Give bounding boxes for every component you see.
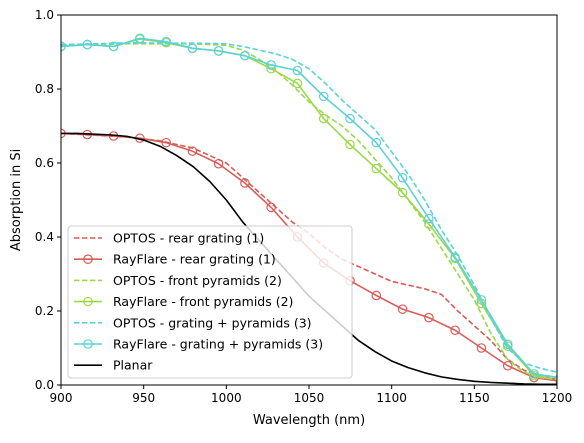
data-point (213, 46, 224, 56)
data-point (450, 252, 460, 263)
data-point (318, 91, 329, 102)
y-tick-label: 0.4 (35, 230, 54, 244)
x-tick-label: 1150 (459, 391, 490, 405)
series-rayflare-grating-pyramids-3 (61, 33, 557, 382)
x-tick-label: 1200 (542, 391, 573, 405)
x-axis-label: Wavelength (nm) (253, 413, 365, 428)
series-optos-grating-pyramids-3 (61, 41, 557, 373)
y-tick-label: 1.0 (35, 8, 54, 22)
legend-item: OPTOS - front pyramids (2) (74, 273, 282, 288)
legend-item: Planar (74, 358, 153, 373)
series-optos-front-pyramids-2 (61, 43, 557, 381)
data-point (345, 139, 355, 150)
y-tick-label: 0.8 (35, 82, 54, 96)
legend-marker (83, 339, 93, 349)
data-point (266, 202, 276, 213)
series-line (61, 41, 557, 373)
data-point (161, 36, 171, 47)
x-axis: 900 950 1000 1050 1100 1150 1200 (50, 385, 573, 405)
legend: OPTOS - rear grating (1) RayFlare - rear … (67, 225, 353, 379)
data-point (318, 113, 329, 124)
y-tick-label: 0.2 (35, 304, 54, 318)
data-point (450, 325, 460, 336)
legend-item: RayFlare - rear grating (1) (74, 252, 276, 267)
data-point (424, 312, 434, 323)
legend-label: OPTOS - grating + pyramids (3) (113, 315, 312, 330)
x-tick-label: 950 (132, 391, 155, 405)
data-point (108, 41, 119, 52)
data-point (371, 290, 382, 301)
data-point (529, 369, 539, 379)
data-point (502, 339, 513, 350)
data-point (135, 33, 145, 44)
data-point (240, 50, 250, 61)
data-point (187, 146, 198, 156)
x-tick-label: 900 (50, 391, 73, 405)
data-point (476, 295, 487, 305)
legend-label: RayFlare - grating + pyramids (3) (113, 337, 323, 352)
legend-marker (83, 254, 93, 265)
legend-label: RayFlare - front pyramids (2) (113, 294, 293, 309)
x-tick-label: 1050 (294, 391, 325, 405)
y-axis: 0.0 0.2 0.4 0.6 0.8 1.0 (35, 8, 61, 392)
y-tick-label: 0.6 (35, 156, 54, 170)
data-point (187, 43, 198, 54)
data-point (555, 377, 557, 385)
legend-box (67, 225, 353, 379)
data-point (292, 78, 303, 89)
data-point (476, 343, 487, 353)
legend-item: OPTOS - rear grating (1) (74, 231, 264, 246)
series-line (61, 43, 557, 381)
y-tick-label: 0.0 (35, 378, 54, 392)
data-point (397, 187, 408, 198)
data-point (266, 60, 276, 70)
data-point (397, 304, 408, 314)
legend-item: RayFlare - grating + pyramids (3) (74, 337, 323, 352)
data-point (61, 41, 66, 52)
x-tick-label: 1100 (376, 391, 407, 405)
legend-item: RayFlare - front pyramids (2) (74, 294, 293, 309)
data-point (397, 173, 408, 183)
legend-label: RayFlare - rear grating (1) (113, 252, 276, 267)
data-point (82, 39, 93, 50)
legend-marker (83, 296, 93, 307)
data-point (424, 213, 434, 224)
data-point (371, 163, 382, 174)
data-point (345, 113, 355, 124)
legend-label: Planar (113, 358, 153, 373)
series-layer (61, 33, 557, 385)
data-point (240, 178, 250, 188)
legend-item: OPTOS - grating + pyramids (3) (74, 315, 312, 330)
data-point (371, 137, 382, 148)
data-point (213, 158, 224, 169)
data-point (292, 65, 303, 76)
data-point (161, 137, 171, 148)
y-axis-label: Absorption in Si (9, 149, 24, 251)
data-point (555, 374, 557, 382)
x-tick-label: 1000 (211, 391, 242, 405)
legend-label: OPTOS - front pyramids (2) (113, 273, 282, 288)
legend-label: OPTOS - rear grating (1) (113, 231, 264, 246)
data-point (502, 360, 513, 371)
